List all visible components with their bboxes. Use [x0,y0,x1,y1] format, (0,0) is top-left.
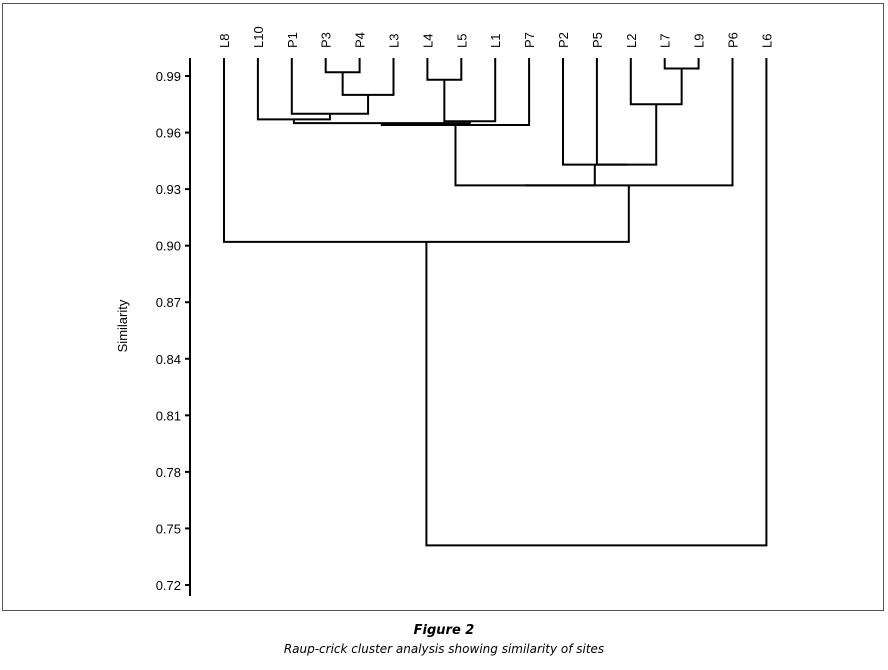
y-tick-label: 0.81 [156,408,181,423]
dendrogram-link [425,58,768,547]
y-tick-label: 0.90 [156,239,181,254]
dendrogram-link [525,58,734,187]
y-axis: 0.72 0.75 0.78 0.81 0.84 0.87 0.90 0.93 0.96 0.99 [156,58,191,596]
leaf-label: L4 [420,34,435,48]
dendrogram-link [324,58,361,74]
leaf-label: P2 [556,32,571,48]
y-tick-label: 0.99 [156,69,181,84]
leaf-label: P1 [285,32,300,48]
leaf-label: L7 [658,34,673,48]
leaf-label: L8 [217,34,232,48]
figure-caption-block: Figure 2 Raup-crick cluster analysis sho… [0,622,888,658]
dendrogram-link [663,58,700,70]
dendrogram-link [290,58,370,115]
figure-frame [2,3,884,611]
leaf-label: P4 [353,32,368,48]
dendrogram-chart: 0.72 0.75 0.78 0.81 0.84 0.87 0.90 0.93 0.96 0.99… [115,26,774,596]
leaf-label: P6 [726,32,741,48]
dendrogram-link [256,58,331,121]
y-tick-label: 0.78 [156,465,181,480]
dendrogram-link [443,58,497,123]
leaf-label: L6 [759,34,774,48]
dendrogram-link [454,125,596,187]
leaf-label: L2 [624,34,639,48]
dendrogram-link [341,58,395,96]
y-tick-label: 0.87 [156,295,181,310]
dendrogram-link [629,58,683,106]
leaf-label: P3 [319,32,334,48]
dendrogram-links [223,58,768,547]
leaf-label: L10 [251,26,266,48]
dendrogram-link [223,58,630,243]
y-tick-label: 0.75 [156,521,181,536]
leaf-label: L9 [692,34,707,48]
leaf-label: P7 [522,32,537,48]
y-tick-label: 0.84 [156,352,181,367]
leaf-label: L1 [488,34,503,48]
y-tick-label: 0.72 [156,578,181,593]
leaf-label: L5 [454,34,469,48]
dendrogram-link [380,58,531,127]
dendrogram-link [562,58,627,166]
figure-number: Figure 2 [413,623,475,638]
dendrogram-link [426,58,463,81]
dendrogram-link [595,58,658,166]
y-tick-label: 0.96 [156,126,181,141]
leaf-label: P5 [590,32,605,48]
leaf-label: L3 [387,34,402,48]
y-axis-label: Similarity [115,299,130,352]
figure-caption: Raup-crick cluster analysis showing simi… [283,642,605,656]
y-tick-label: 0.93 [156,182,181,197]
leaf-labels: L8 L10 P1 P3 P4 L3 L4 L5 L1 P7 P2 P5 L2 L7 L9 P6 L6 [217,26,774,48]
